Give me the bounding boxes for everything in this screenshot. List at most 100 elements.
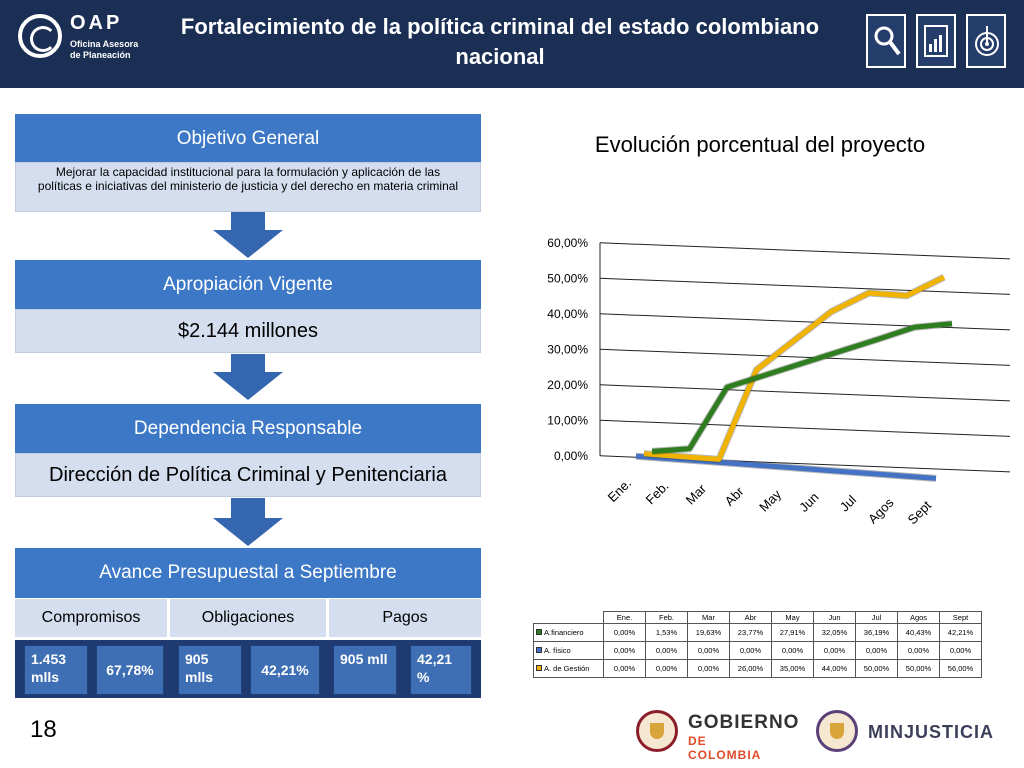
table-header-cell: Jun — [813, 611, 856, 624]
report-icon[interactable] — [916, 14, 956, 68]
table-cell: 0,00% — [603, 659, 646, 678]
target-icon[interactable] — [966, 14, 1006, 68]
table-cell: 0,00% — [687, 641, 730, 660]
table-series-label: A.financiero — [533, 623, 604, 642]
table-cell: 0,00% — [603, 623, 646, 642]
obligaciones-pct: 42,21% — [250, 645, 320, 695]
table-header-cell: Jul — [855, 611, 898, 624]
table-row: A. físico 0,00% 0,00% 0,00% 0,00% 0,00% 0,00% 0… — [533, 641, 982, 660]
flow-arrow-2 — [213, 354, 283, 400]
table-cell: 19,63% — [687, 623, 730, 642]
table-header-cell: Abr — [729, 611, 772, 624]
x-tick-label: Feb. — [643, 478, 672, 507]
objetivo-general-text: Mejorar la capacidad institucional para … — [15, 162, 481, 212]
dependencia-header: Dependencia Responsable — [15, 404, 481, 454]
table-cell: 44,00% — [813, 659, 856, 678]
x-tick-label: Jul — [837, 492, 859, 514]
table-cell: 56,00% — [939, 659, 982, 678]
table-cell: 0,00% — [645, 641, 688, 660]
y-tick-label: 30,00% — [547, 342, 588, 356]
x-tick-label: Mar — [683, 481, 710, 508]
y-tick-label: 20,00% — [547, 378, 588, 392]
gobierno-text: GOBIERNO — [688, 712, 800, 733]
gridline — [599, 277, 1010, 295]
table-cell: 0,00% — [729, 641, 772, 660]
x-tick-label: Ene. — [605, 476, 635, 506]
y-tick-label: 60,00% — [547, 236, 588, 250]
table-cell: 1,53% — [645, 623, 688, 642]
avance-values-strip — [15, 640, 481, 698]
apropiacion-value: $2.144 millones — [15, 309, 481, 353]
gridline — [599, 242, 1010, 260]
apropiacion-header: Apropiación Vigente — [15, 260, 481, 310]
table-cell: 0,00% — [813, 641, 856, 660]
obligaciones-label: Obligaciones — [170, 599, 326, 637]
gridline — [599, 419, 1010, 437]
legend-swatch — [536, 629, 542, 635]
series-line-2 — [643, 274, 946, 462]
table-cell: 36,19% — [855, 623, 898, 642]
table-cell: 32,05% — [813, 623, 856, 642]
header-bar: OAP Oficina Asesora de Planeación Fortal… — [0, 0, 1024, 88]
chart-title: Evolución porcentual del proyecto — [594, 132, 926, 157]
de-colombia-text: DE COLOMBIA — [688, 734, 762, 762]
y-tick-label: 50,00% — [547, 271, 588, 285]
legend-swatch — [536, 647, 542, 653]
table-row: A.financiero 0,00% 1,53% 19,63% 23,77% 27,91%… — [533, 623, 982, 642]
pagos-amount: 905 mll — [333, 645, 397, 695]
table-header-cell: Mar — [687, 611, 730, 624]
legend-swatch — [536, 665, 542, 671]
table-header-cell: Feb. — [645, 611, 688, 624]
table-cell: 0,00% — [645, 659, 688, 678]
table-cell: 0,00% — [771, 641, 814, 660]
dependencia-value: Dirección de Política Criminal y Peniten… — [15, 453, 481, 497]
series-line-1 — [635, 453, 937, 481]
series-line-0 — [651, 321, 953, 454]
logo-subtitle: Oficina Asesora de Planeación — [70, 39, 150, 61]
logo-title: OAP — [70, 12, 123, 34]
avance-header: Avance Presupuestal a Septiembre — [15, 548, 481, 598]
compromisos-label: Compromisos — [15, 599, 167, 637]
logo-sub-2: de Planeación — [70, 50, 131, 60]
pagos-label: Pagos — [329, 599, 481, 637]
table-corner-cell — [534, 612, 604, 624]
table-header-row: Ene. Feb. Mar Abr May Jun Jul Agos Sept — [534, 611, 982, 624]
table-cell: 50,00% — [897, 659, 940, 678]
y-tick-label: 0,00% — [554, 449, 588, 463]
x-tick-label: May — [756, 486, 784, 514]
table-series-label: A. de Gestión — [533, 659, 604, 678]
minjusticia-text: MINJUSTICIA — [868, 722, 995, 742]
page-number: 18 — [30, 716, 57, 743]
page-title: Fortalecimiento de la política criminal … — [150, 12, 850, 72]
line-chart: 0,00% 10,00% 20,00% 30,00% 40,00% 50,00% 60,00… — [547, 236, 1010, 527]
x-tick-label: Sept — [905, 497, 935, 527]
minjusticia-seal-icon — [816, 710, 858, 752]
oap-logo: OAP Oficina Asesora de Planeación — [14, 12, 154, 72]
gridline — [599, 384, 1010, 402]
magnifier-icon[interactable] — [866, 14, 906, 68]
page-title-line2: nacional — [455, 44, 545, 69]
table-cell: 40,43% — [897, 623, 940, 642]
table-cell: 0,00% — [897, 641, 940, 660]
table-cell: 42,21% — [939, 623, 982, 642]
flow-arrow-3 — [213, 498, 283, 546]
table-header-cell: Sept — [939, 611, 982, 624]
compromisos-amount: 1.453 mlls — [24, 645, 88, 695]
table-cell: 26,00% — [729, 659, 772, 678]
table-cell: 0,00% — [855, 641, 898, 660]
table-cell: 0,00% — [939, 641, 982, 660]
y-tick-label: 40,00% — [547, 307, 588, 321]
pagos-pct: 42,21 % — [410, 645, 472, 695]
table-header-cell: Ene. — [603, 611, 646, 624]
obligaciones-amount: 905 mlls — [178, 645, 242, 695]
flow-arrow-1 — [213, 212, 283, 258]
x-tick-label: Abr — [722, 483, 747, 508]
table-cell: 27,91% — [771, 623, 814, 642]
table-cell: 23,77% — [729, 623, 772, 642]
y-tick-label: 10,00% — [547, 413, 588, 427]
table-header-cell: Agos — [897, 611, 940, 624]
x-tick-label: Jun — [796, 489, 821, 514]
table-cell: 0,00% — [603, 641, 646, 660]
table-series-label: A. físico — [533, 641, 604, 660]
colombia-seal-icon — [636, 710, 678, 752]
